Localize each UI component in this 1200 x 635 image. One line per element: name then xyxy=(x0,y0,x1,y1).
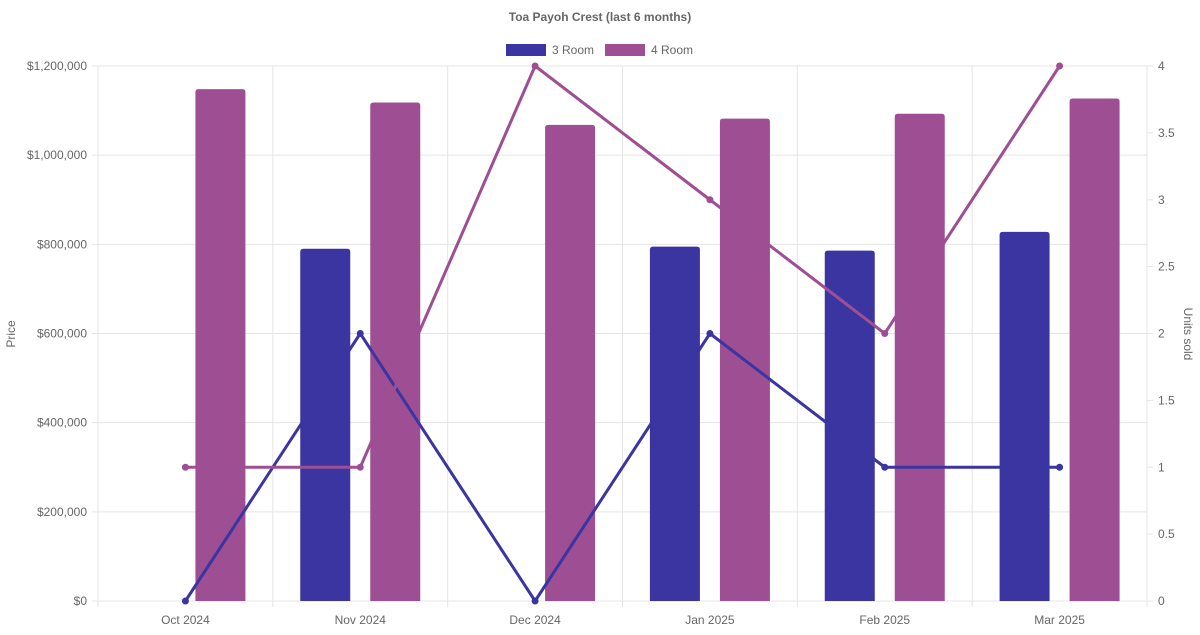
bar-3-room xyxy=(824,250,875,601)
y2-tick-label: 2.5 xyxy=(1158,260,1175,274)
line-3-room xyxy=(184,332,1060,603)
y2-tick-label: 1.5 xyxy=(1158,393,1175,407)
legend-item-4-room[interactable]: 4 Room xyxy=(605,43,693,57)
point-3-room xyxy=(706,330,714,337)
legend-label-3-room: 3 Room xyxy=(552,43,594,57)
point-4-room xyxy=(356,463,364,471)
point-4-room xyxy=(706,196,714,204)
bar-4-room xyxy=(545,124,596,601)
y2-axis-title-units-sold: Units sold xyxy=(1181,308,1195,361)
chart-title: Toa Payoh Crest (last 6 months) xyxy=(509,10,691,24)
point-3-room xyxy=(531,597,539,605)
legend-swatch-4-room xyxy=(605,44,645,56)
y-tick-label: $1,200,000 xyxy=(27,59,87,73)
bar-4-room xyxy=(894,113,945,602)
y-tick-label: $800,000 xyxy=(37,237,87,251)
y-tick-label: $0 xyxy=(74,594,88,608)
bar-3-room xyxy=(649,246,700,601)
x-tick-label: Feb 2025 xyxy=(859,613,910,627)
legend[interactable]: 3 Room 4 Room xyxy=(506,43,693,57)
bar-4-room xyxy=(370,102,421,601)
bar-4-room xyxy=(195,89,246,601)
y2-axis-ticks: 0 0.5 1 1.5 2 2.5 3 3.5 4 xyxy=(1158,59,1175,608)
y-tick-label: $1,000,000 xyxy=(27,148,87,162)
y-axis-ticks: $0 $200,000 $400,000 $600,000 $800,000 $1,000… xyxy=(27,59,87,608)
x-tick-label: Dec 2024 xyxy=(509,613,561,627)
x-axis-ticks: Oct 2024 Nov 2024 Dec 2024 Jan 2025 Feb 2025… xyxy=(161,613,1085,627)
line-series xyxy=(181,62,1064,605)
point-4-room xyxy=(181,463,189,471)
y-tick-label: $600,000 xyxy=(37,327,87,341)
y2-tick-label: 0 xyxy=(1158,594,1165,608)
point-3-room xyxy=(1056,463,1064,471)
x-tick-label: Nov 2024 xyxy=(335,613,387,627)
legend-item-3-room[interactable]: 3 Room xyxy=(506,43,594,57)
bar-4-room xyxy=(1069,98,1120,601)
point-3-room xyxy=(356,330,364,337)
legend-swatch-3-room xyxy=(506,44,546,56)
line-4-room xyxy=(185,64,1061,469)
point-4-room xyxy=(531,62,539,70)
bar-series xyxy=(195,89,1120,602)
bar-3-room xyxy=(999,231,1050,601)
y-tick-label: $200,000 xyxy=(37,505,87,519)
y-tick-label: $400,000 xyxy=(37,416,87,430)
point-3-room xyxy=(181,597,189,605)
grid xyxy=(92,65,1153,607)
x-tick-label: Jan 2025 xyxy=(685,613,735,627)
y2-tick-label: 3 xyxy=(1158,193,1165,207)
y-axis-title-price: Price xyxy=(4,320,18,348)
x-tick-label: Oct 2024 xyxy=(161,613,210,627)
point-3-room xyxy=(881,463,889,471)
y2-tick-label: 2 xyxy=(1158,327,1165,341)
y2-tick-label: 0.5 xyxy=(1158,527,1175,541)
bar-3-room xyxy=(300,248,351,601)
x-tick-label: Mar 2025 xyxy=(1034,613,1085,627)
point-4-room xyxy=(1056,62,1064,70)
y2-tick-label: 1 xyxy=(1158,460,1165,474)
y2-tick-label: 4 xyxy=(1158,59,1165,73)
legend-label-4-room: 4 Room xyxy=(651,43,693,57)
point-4-room xyxy=(881,330,889,337)
y2-tick-label: 3.5 xyxy=(1158,126,1175,140)
